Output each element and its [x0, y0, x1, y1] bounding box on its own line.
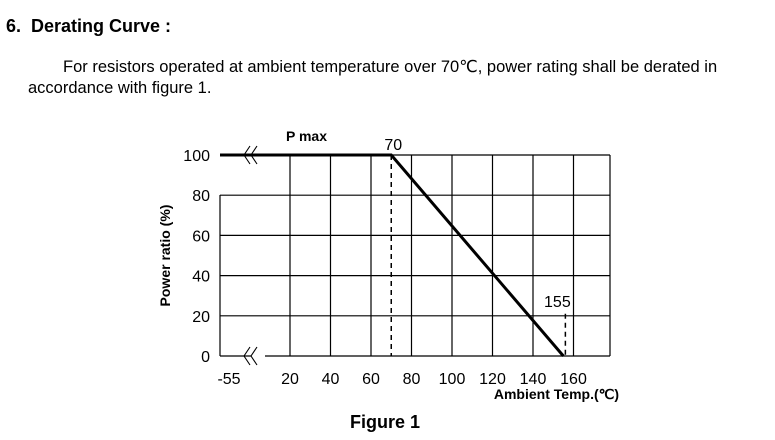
x-tick-label: 20	[281, 371, 299, 388]
chart-marks: 0 20 40 60 80 100 -55 20 40 60 80 100 120 140 160 Power…	[157, 128, 619, 402]
axis-break-bottom	[243, 346, 251, 366]
x-axis-title: Ambient Temp.(℃)	[494, 386, 619, 402]
y-tick-label: 60	[192, 228, 210, 245]
y-tick-label: 20	[192, 309, 210, 326]
x-tick-label: 80	[403, 371, 421, 388]
end-label: 155	[544, 294, 571, 311]
figure-caption: Figure 1	[350, 412, 421, 432]
knee-label: 70	[384, 137, 402, 154]
y-tick-label: 0	[201, 349, 210, 366]
x-tick-label: -55	[217, 371, 240, 388]
y-axis-title: Power ratio (%)	[157, 205, 173, 307]
x-tick-label: 40	[322, 371, 340, 388]
x-tick-label: 100	[439, 371, 466, 388]
section-number: 6.	[6, 16, 22, 36]
chart-grid	[219, 154, 611, 357]
y-tick-label: 100	[183, 148, 210, 165]
description-paragraph: For resistors operated at ambient temper…	[28, 58, 718, 97]
x-tick-label: 120	[479, 371, 506, 388]
axis-break-bottom	[250, 346, 258, 366]
section-heading: 6. Derating Curve :	[6, 16, 171, 37]
x-tick-label: 60	[362, 371, 380, 388]
axis-breaks	[243, 145, 258, 366]
y-tick-label: 40	[192, 269, 210, 286]
curve-layer	[220, 153, 567, 357]
y-tick-label: 80	[192, 188, 210, 205]
pmax-label: P max	[286, 128, 327, 144]
x-tick-label: 160	[560, 371, 587, 388]
section-title: Derating Curve :	[31, 16, 172, 36]
x-tick-label: 140	[520, 371, 547, 388]
